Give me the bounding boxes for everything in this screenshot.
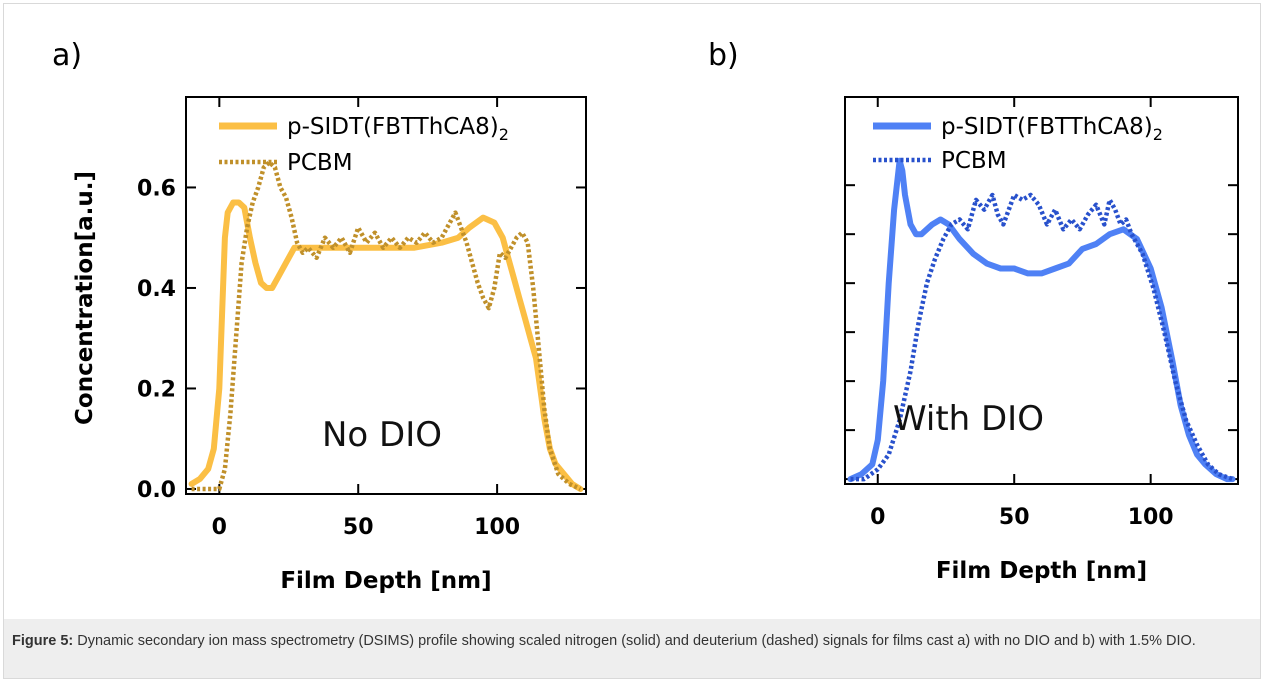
x-axis-label: Film Depth [nm]: [936, 558, 1147, 584]
panel-annotation: No DIO: [322, 415, 442, 455]
panel-label: b): [708, 38, 739, 73]
caption-label: Figure 5:: [12, 633, 74, 649]
caption-band: [4, 619, 1260, 678]
legend-label-text: PCBM: [941, 148, 1007, 174]
series-line-polymer: [188, 199, 584, 492]
x-tick-label: 0: [212, 515, 227, 540]
x-tick-label: 50: [343, 515, 374, 540]
panel-label: a): [52, 38, 82, 73]
chart-panel-a: a) 0.0 0.2 0.4 0.6 0 50 100 Film Depth [nm] Conce…: [52, 38, 587, 594]
plot-frame: [844, 96, 1239, 485]
x-tick-label: 100: [474, 515, 520, 540]
y-tick-label: 0.2: [137, 377, 176, 402]
figure-charts: a) 0.0 0.2 0.4 0.6 0 50 100 Film Depth [nm] Conce…: [52, 38, 1239, 594]
figure-caption: Figure 5: Dynamic secondary ion mass spe…: [12, 631, 1252, 651]
legend-label: PCBM: [941, 148, 1007, 174]
legend-label: p-SIDT(FBTThCA8)2: [287, 114, 509, 144]
chart-panel-b: b) 0 50 100 Film Depth [nm] With DIO p-SIDT(FB…: [708, 38, 1239, 584]
legend-label-subscript: 2: [499, 125, 509, 144]
legend-label-text: p-SIDT(FBTThCA8): [941, 114, 1153, 140]
y-tick-label: 0.6: [137, 176, 176, 201]
y-tick-label: 0.4: [137, 277, 176, 302]
panel-annotation: With DIO: [893, 399, 1044, 439]
x-tick-label: 50: [999, 505, 1030, 530]
legend-label: p-SIDT(FBTThCA8)2: [941, 114, 1163, 144]
legend-label-text: p-SIDT(FBTThCA8): [287, 114, 499, 140]
y-tick-label: 0.0: [137, 478, 176, 503]
caption-text: Dynamic secondary ion mass spectrometry …: [73, 633, 1196, 649]
x-tick-label: 100: [1128, 505, 1174, 530]
y-axis-label: Concentration[a.u.]: [72, 171, 98, 425]
plot-frame: [185, 96, 587, 495]
legend-label: PCBM: [287, 150, 353, 176]
x-tick-label: 0: [870, 505, 885, 530]
legend-label-text: PCBM: [287, 150, 353, 176]
x-axis-label: Film Depth [nm]: [280, 568, 491, 594]
figure-frame: [3, 3, 1261, 679]
series-line-pcbm: [850, 192, 1234, 482]
legend-label-subscript: 2: [1153, 125, 1163, 144]
